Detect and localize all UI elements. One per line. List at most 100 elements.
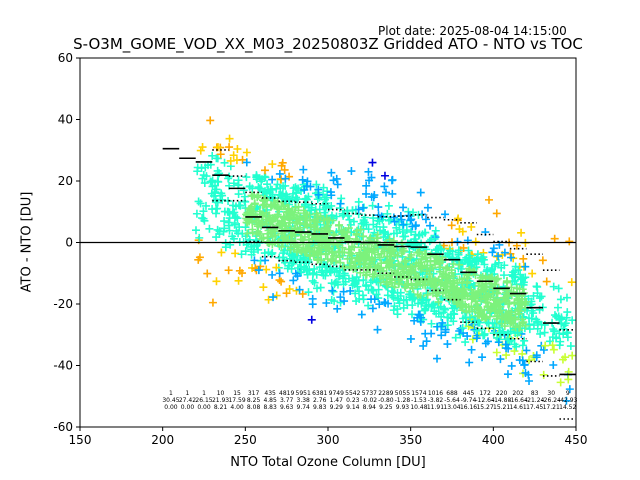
scatter-point <box>285 172 294 181</box>
scatter-point <box>234 190 243 199</box>
scatter-point <box>299 253 308 262</box>
scatter-point <box>488 248 497 257</box>
scatter-point <box>443 279 452 288</box>
scatter-point <box>221 239 230 248</box>
scatter-point <box>347 167 356 176</box>
scatter-point <box>414 231 423 240</box>
scatter-point <box>199 207 208 216</box>
bin-std-label: 11.91 <box>427 404 444 411</box>
bin-count-label: 5542 <box>345 390 360 397</box>
scatter-point <box>304 240 313 249</box>
bin-count-label: 9 <box>566 390 570 397</box>
scatter-point <box>450 310 459 319</box>
scatter-point <box>216 150 225 159</box>
scatter-point <box>348 274 357 283</box>
scatter-point <box>368 158 377 167</box>
scatter-point <box>231 202 240 211</box>
scatter-point <box>532 315 541 324</box>
scatter-point <box>297 246 306 255</box>
scatter-point <box>408 294 417 303</box>
scatter-point <box>297 262 306 271</box>
scatter-point <box>410 235 419 244</box>
scatter-point <box>316 283 325 292</box>
scatter-point <box>313 212 322 221</box>
scatter-point <box>458 324 467 333</box>
scatter-point <box>361 281 370 290</box>
scatter-point <box>304 288 313 297</box>
scatter-point <box>507 318 516 327</box>
scatter-point <box>513 295 522 304</box>
scatter-point <box>532 351 541 360</box>
scatter-point <box>226 156 235 165</box>
scatter-point <box>436 245 445 254</box>
bin-mean-label: -14.88 <box>492 397 512 404</box>
x-tick-label: 200 <box>151 433 174 447</box>
scatter-point <box>277 175 286 184</box>
scatter-point <box>461 338 470 347</box>
bin-mean-label: 8.25 <box>247 397 261 404</box>
scatter-point <box>311 225 320 234</box>
bin-count-label: 5055 <box>395 390 410 397</box>
scatter-point <box>568 351 577 360</box>
scatter-point <box>562 328 571 337</box>
scatter-point <box>406 253 415 262</box>
scatter-point <box>304 192 313 201</box>
scatter-point <box>323 234 332 243</box>
bin-std-label: 0.00 <box>164 404 178 411</box>
scatter-point <box>281 174 290 183</box>
bin-mean-label: -12.64 <box>475 397 495 404</box>
scatter-point <box>375 253 384 262</box>
scatter-point <box>503 370 512 379</box>
scatter-point <box>328 256 337 265</box>
scatter-point <box>428 263 437 272</box>
scatter-point <box>370 270 379 279</box>
scatter-point <box>242 173 251 182</box>
scatter-point <box>206 177 215 186</box>
scatter-point <box>495 307 504 316</box>
x-tick-label: 250 <box>234 433 257 447</box>
scatter-point <box>248 184 257 193</box>
bin-std-label: 14.52 <box>559 404 576 411</box>
scatter-point <box>440 304 449 313</box>
scatter-point <box>225 143 234 152</box>
scatter-point <box>241 223 250 232</box>
scatter-point <box>336 258 345 267</box>
scatter-point <box>535 294 544 303</box>
scatter-point <box>279 202 288 211</box>
scatter-point <box>327 211 336 220</box>
scatter-point <box>413 248 422 257</box>
bin-mean-label: -3.82 <box>428 397 444 404</box>
scatter-point <box>300 185 309 194</box>
scatter-point <box>510 340 519 349</box>
bin-count-label: 10 <box>217 390 225 397</box>
scatter-point <box>275 169 284 178</box>
scatter-point <box>519 318 528 327</box>
scatter-point <box>562 396 571 405</box>
scatter-point <box>511 266 520 275</box>
scatter-point <box>234 276 243 285</box>
scatter-point <box>421 329 430 338</box>
scatter-point <box>309 231 318 240</box>
scatter-point <box>373 262 382 271</box>
scatter-point <box>474 256 483 265</box>
scatter-point <box>472 326 481 335</box>
scatter-point <box>521 273 530 282</box>
scatter-point <box>285 285 294 294</box>
scatter-point <box>368 201 377 210</box>
scatter-point <box>362 270 371 279</box>
scatter-point <box>405 290 414 299</box>
scatter-point <box>389 247 398 256</box>
scatter-point <box>282 289 291 298</box>
scatter-point <box>494 258 503 267</box>
y-axis: -60 -40 -20 0 20 40 60 <box>53 51 80 434</box>
scatter-point <box>379 227 388 236</box>
scatter-point <box>289 276 298 285</box>
scatter-point <box>518 300 527 309</box>
bin-std-label: 8.83 <box>263 404 277 411</box>
scatter-point <box>549 325 558 334</box>
scatter-point <box>299 165 308 174</box>
scatter-point <box>423 203 432 212</box>
scatter-point <box>431 233 440 242</box>
scatter-point <box>528 269 537 278</box>
